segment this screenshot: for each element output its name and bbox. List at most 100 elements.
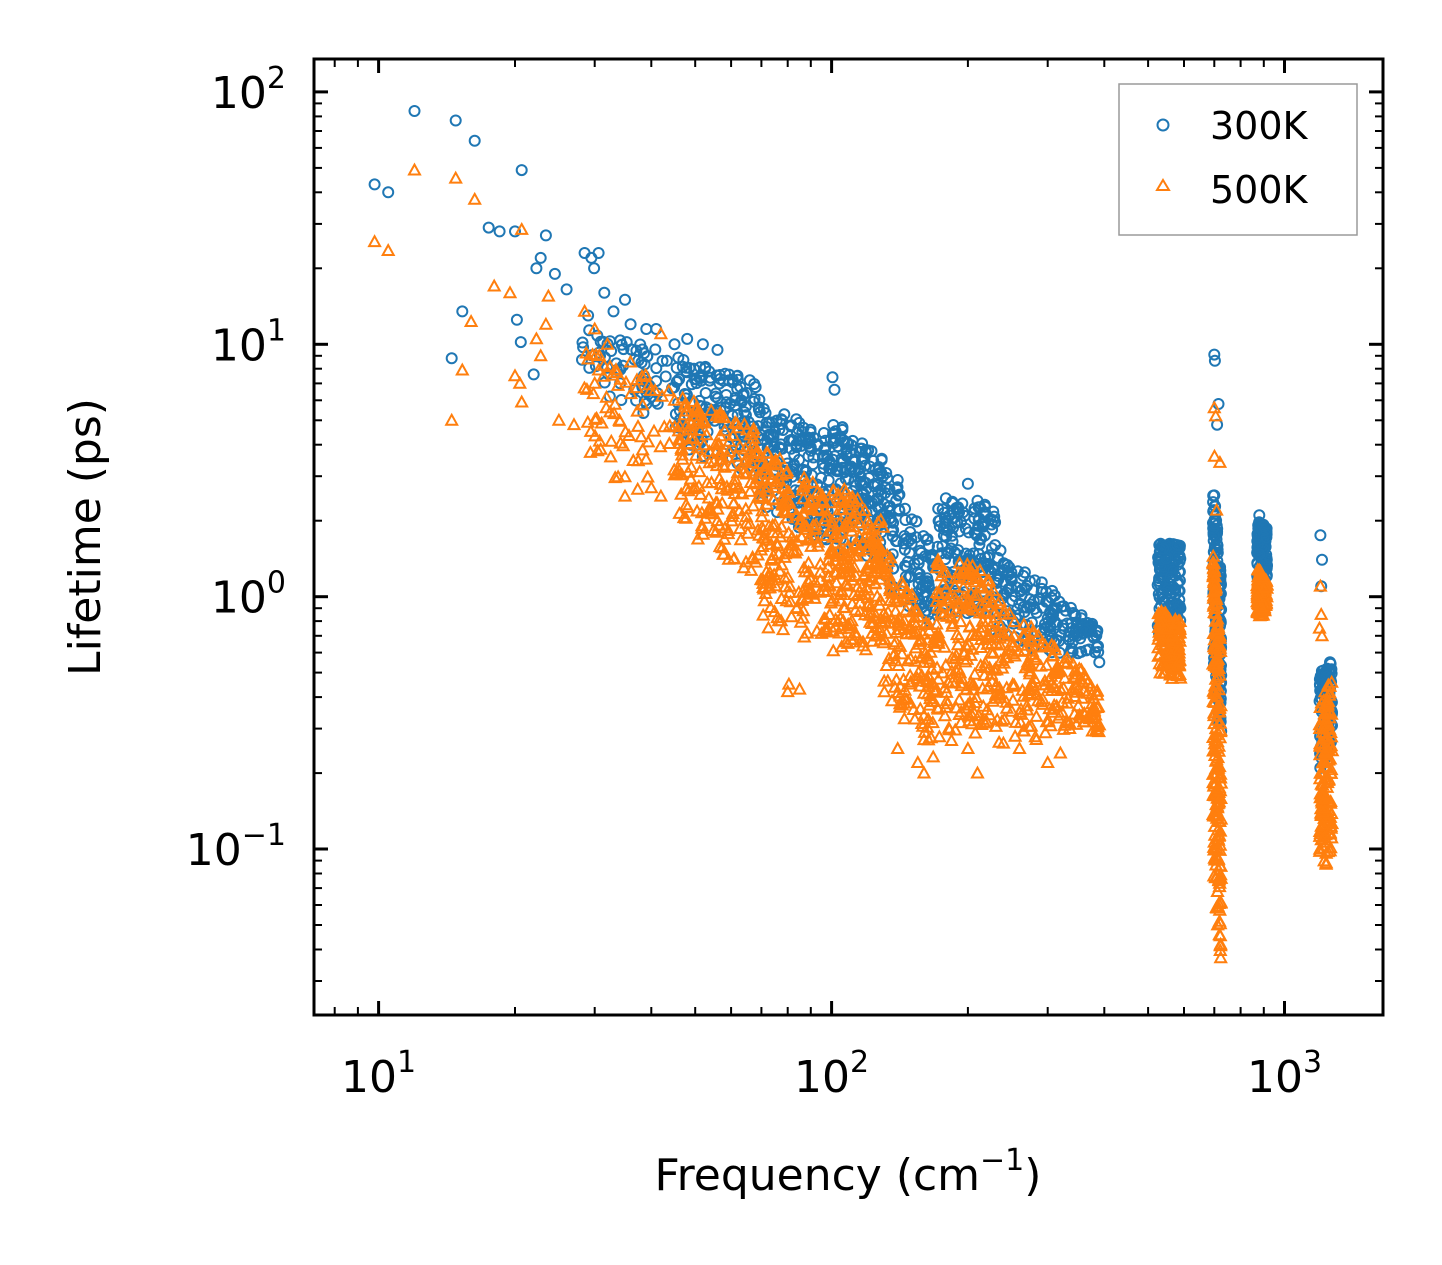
data-point (848, 463, 861, 476)
data-point (847, 559, 862, 573)
data-point (1068, 684, 1084, 698)
data-point (1027, 584, 1040, 597)
data-point (849, 627, 864, 641)
data-point (1030, 606, 1043, 619)
data-point (1171, 539, 1184, 552)
data-point (702, 443, 717, 457)
data-point (592, 433, 607, 447)
data-point (1005, 570, 1018, 583)
data-point (834, 525, 849, 539)
data-point (1050, 683, 1065, 696)
data-point (1072, 617, 1084, 630)
data-point (833, 587, 848, 600)
data-point (887, 636, 902, 650)
data-point (612, 412, 627, 426)
data-point (759, 445, 774, 459)
data-point (1005, 638, 1020, 652)
data-point (884, 585, 900, 599)
data-point (743, 374, 756, 387)
data-point (1060, 650, 1075, 664)
data-point (1257, 520, 1270, 533)
data-point (636, 343, 649, 356)
data-point (1031, 628, 1046, 642)
data-point (877, 673, 892, 687)
data-point (1151, 648, 1166, 662)
data-point (1213, 928, 1228, 942)
data-point (1161, 613, 1176, 627)
data-point (840, 436, 853, 448)
data-point (977, 715, 992, 729)
data-point (613, 371, 628, 385)
data-point (828, 611, 843, 625)
data-point (445, 352, 458, 365)
data-point (998, 558, 1011, 571)
data-point (890, 685, 906, 698)
data-point (903, 695, 918, 709)
data-point (1007, 648, 1022, 662)
data-point (630, 418, 646, 432)
data-point (891, 658, 906, 671)
data-point (588, 262, 601, 275)
data-point (1207, 641, 1223, 654)
data-point (1316, 800, 1331, 814)
data-point (946, 497, 959, 509)
data-point (862, 607, 877, 621)
data-point (514, 394, 529, 408)
data-point (728, 471, 743, 485)
data-point (681, 483, 696, 497)
data-point (808, 517, 824, 531)
data-point (994, 713, 1010, 727)
data-point (760, 479, 775, 493)
data-point (769, 425, 781, 438)
data-point (867, 454, 880, 467)
data-point (529, 331, 544, 345)
data-point (953, 614, 968, 628)
data-point (977, 603, 992, 617)
data-point (1207, 694, 1223, 708)
data-point (1312, 747, 1328, 761)
data-point (910, 755, 925, 768)
data-point (1209, 797, 1224, 811)
data-point (870, 549, 885, 563)
data-point (1053, 745, 1068, 759)
data-point (679, 481, 694, 495)
data-point (1043, 718, 1058, 732)
data-point (1250, 589, 1265, 603)
data-point (967, 547, 980, 560)
data-point (1089, 646, 1101, 659)
data-point (972, 605, 988, 619)
data-point (629, 380, 644, 394)
data-point (873, 512, 888, 526)
data-point (694, 520, 710, 534)
data-point (1315, 818, 1330, 832)
data-point (948, 722, 963, 736)
data-point (969, 690, 984, 703)
data-point (922, 697, 937, 711)
data-point (566, 417, 582, 431)
data-point (839, 634, 854, 648)
data-point (746, 421, 761, 435)
data-point (913, 701, 928, 715)
data-point (1011, 603, 1024, 616)
data-point (834, 477, 847, 490)
data-point (970, 765, 985, 779)
data-point (748, 439, 763, 453)
legend-frame (1118, 83, 1358, 236)
data-point (978, 655, 993, 669)
data-point (1007, 614, 1022, 628)
data-point (956, 579, 971, 593)
data-point (703, 374, 716, 387)
data-point (745, 551, 760, 565)
data-point (1208, 354, 1221, 367)
data-point (984, 644, 999, 658)
data-point (809, 623, 825, 637)
data-point (623, 354, 638, 368)
data-point (966, 705, 982, 719)
data-point (1254, 599, 1269, 613)
data-point (579, 381, 595, 395)
data-point (846, 548, 862, 562)
data-point (1258, 579, 1273, 593)
data-point (833, 430, 846, 443)
data-point (842, 564, 858, 578)
data-point (742, 516, 757, 530)
